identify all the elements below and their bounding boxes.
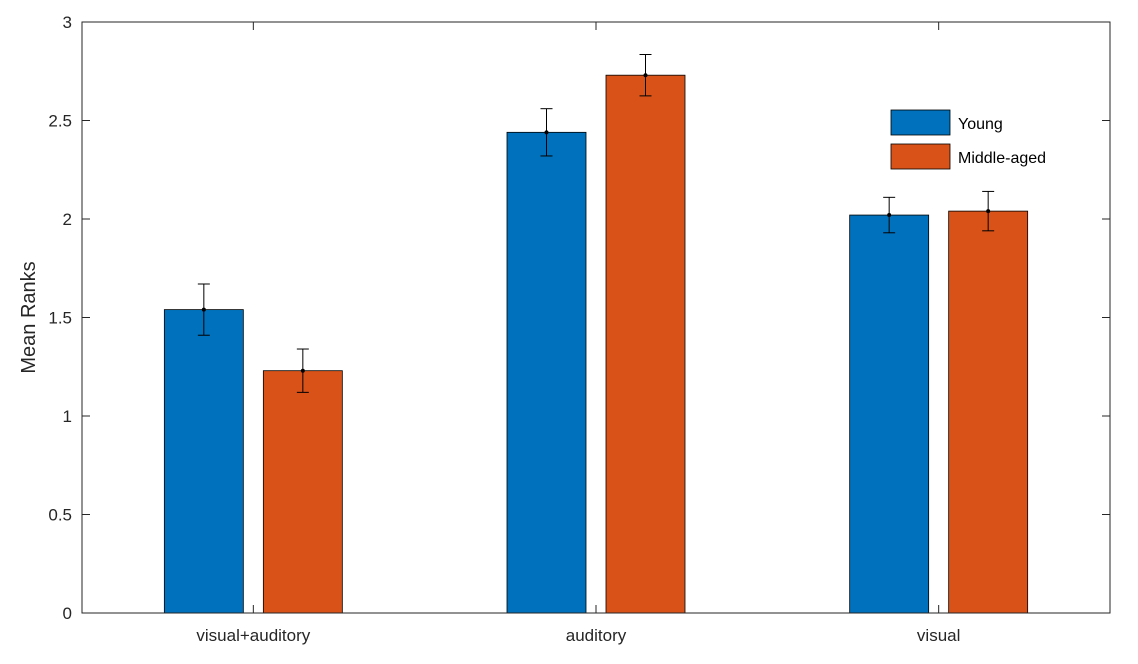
labels-layer: 0 0.5 1 1.5 2 2.5 3 visual+auditory auditory visu… — [18, 13, 960, 645]
bars-layer — [163, 74, 1029, 614]
error-bar — [540, 108, 553, 157]
legend-swatch — [890, 109, 951, 136]
legend-label: Middle-aged — [958, 150, 1046, 167]
legend: Young Middle-aged — [890, 109, 1046, 170]
error-bar — [639, 54, 652, 97]
bar-middle-aged-visual-auditory — [262, 370, 343, 614]
y-tick-label: 2 — [63, 210, 72, 229]
bar-young-auditory — [506, 131, 587, 614]
legend-label: Young — [958, 116, 1003, 133]
error-bar — [197, 283, 210, 336]
error-bar-center-dot — [643, 73, 648, 78]
bar-young-visual — [849, 214, 930, 614]
axes-layer — [81, 21, 1111, 614]
error-bar-center-dot — [887, 213, 892, 218]
bar-young-visual-auditory — [163, 309, 244, 614]
bar-middle-aged-visual — [948, 210, 1029, 614]
error-bar-center-dot — [201, 307, 206, 312]
error-bar-center-dot — [986, 209, 991, 214]
error-bar-center-dot — [544, 130, 549, 135]
bar-middle-aged-auditory — [605, 74, 686, 614]
y-tick-label: 1 — [63, 407, 72, 426]
error-bar — [883, 196, 896, 234]
x-tick-label: visual+auditory — [196, 626, 310, 645]
x-tick-label: auditory — [566, 626, 627, 645]
error-bar — [982, 190, 995, 232]
y-axis-title: Mean Ranks — [18, 261, 40, 373]
legend-swatch — [890, 143, 951, 170]
error-bar — [296, 348, 309, 393]
x-tick-label: visual — [917, 626, 960, 645]
y-tick-label: 1.5 — [48, 309, 72, 328]
y-tick-label: 0 — [63, 604, 72, 623]
y-tick-label: 3 — [63, 13, 72, 32]
y-tick-label: 2.5 — [48, 112, 72, 131]
error-bar-center-dot — [300, 368, 305, 373]
errorbars-layer — [197, 54, 995, 393]
y-tick-label: 0.5 — [48, 506, 72, 525]
